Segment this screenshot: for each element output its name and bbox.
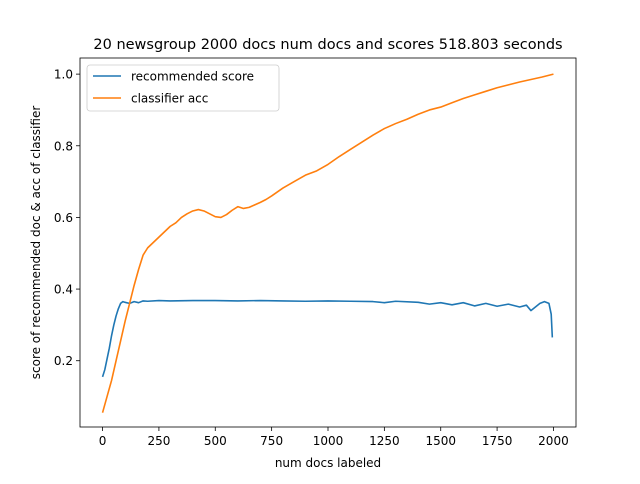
y-axis: 0.2 0.4 0.6 0.8 1.0 (54, 68, 80, 368)
x-axis-label: num docs labeled (275, 456, 381, 470)
x-tick-label-1000: 1000 (313, 434, 344, 448)
y-tick-label-0.2: 0.2 (54, 354, 73, 368)
x-tick-label-2000: 2000 (538, 434, 569, 448)
x-tick-label-1500: 1500 (425, 434, 456, 448)
y-tick-label-1: 1.0 (54, 68, 73, 82)
legend-box (86, 64, 280, 112)
x-axis: 0 250 500 750 1000 1250 1500 1750 2000 (99, 427, 569, 448)
series-layer (101, 73, 554, 413)
series-line-recommended-score (101, 299, 554, 378)
x-tick-label-250: 250 (147, 434, 170, 448)
legend-label-recommended-score: recommended score (131, 70, 254, 84)
y-tick-label-0.4: 0.4 (54, 283, 73, 297)
x-tick-label-1750: 1750 (482, 434, 513, 448)
x-tick-label-750: 750 (260, 434, 283, 448)
x-tick-label-500: 500 (204, 434, 227, 448)
y-axis-label: score of recommended doc & acc of classi… (29, 106, 43, 380)
y-tick-label-0.8: 0.8 (54, 139, 73, 153)
chart-title: 20 newsgroup 2000 docs num docs and scor… (93, 37, 562, 53)
x-tick-label-0: 0 (99, 434, 107, 448)
x-tick-label-1250: 1250 (369, 434, 400, 448)
legend-label-classifier-acc: classifier acc (131, 92, 208, 106)
legend: recommended score classifier acc (86, 64, 280, 112)
series-line-classifier-acc (101, 73, 554, 413)
y-tick-label-0.6: 0.6 (54, 211, 73, 225)
